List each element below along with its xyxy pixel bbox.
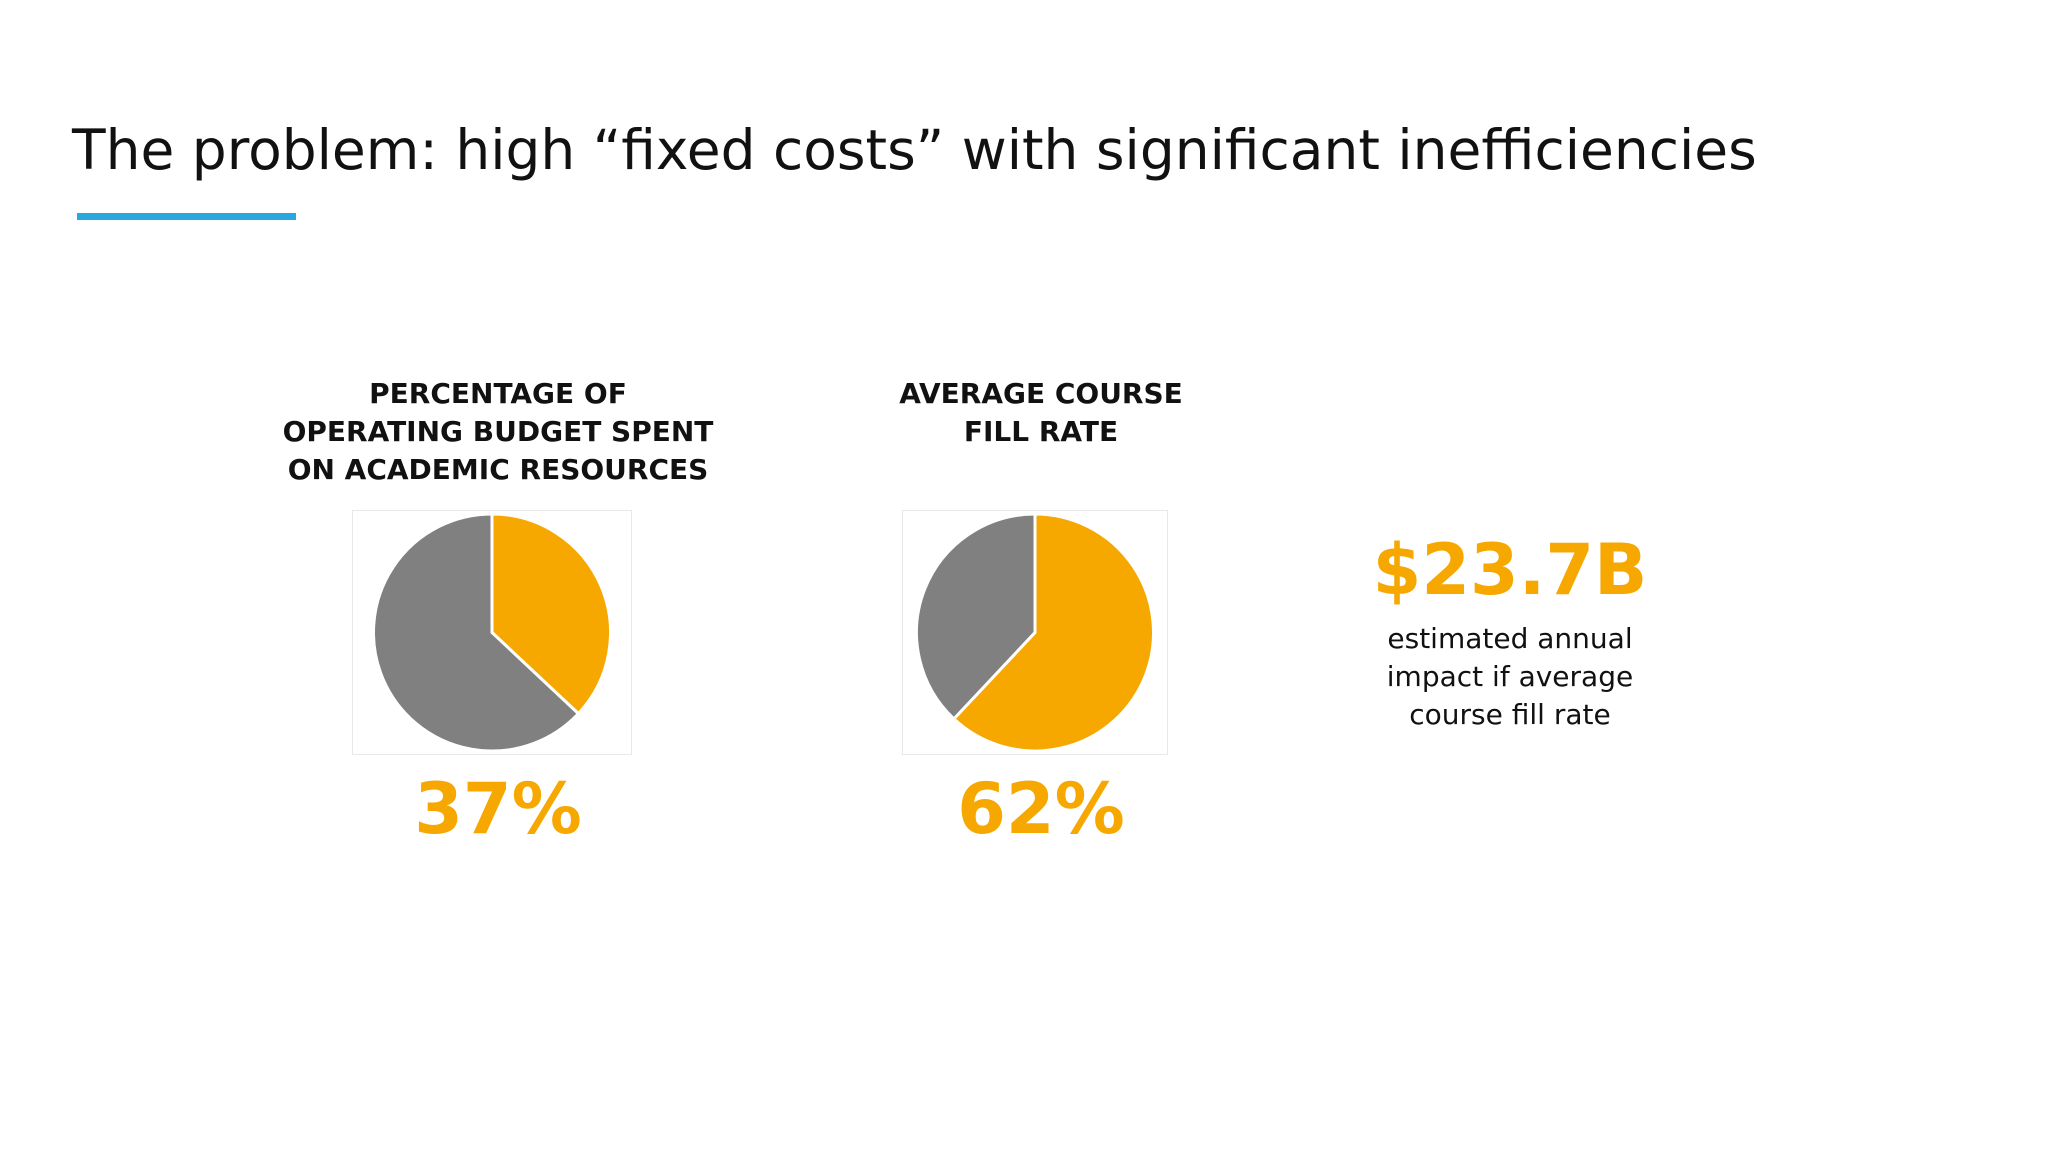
slide-title: The problem: high “fixed costs” with sig… (72, 118, 1757, 182)
chart-budget-slice-0 (490, 512, 612, 716)
chart-fill-rate-heading: AVERAGE COURSE FILL RATE (801, 375, 1281, 451)
chart-fill-rate-heading-line: FILL RATE (963, 415, 1119, 448)
chart-fill-rate-frame (902, 510, 1168, 755)
chart-fill-rate-slice-0 (952, 512, 1155, 753)
chart-budget-heading-line: PERCENTAGE OF (369, 377, 627, 410)
chart-fill-rate-value-label: 62% (957, 768, 1125, 850)
chart-budget-value-label: 37% (414, 768, 582, 850)
impact-description-line: course fill rate (1409, 698, 1611, 731)
title-underline (77, 213, 296, 220)
chart-fill-rate-slice-1 (915, 512, 1037, 721)
chart-budget-pie (372, 512, 612, 753)
chart-budget-heading-line: OPERATING BUDGET SPENT (282, 415, 714, 448)
impact-description-line: estimated annual (1387, 622, 1633, 655)
chart-budget-block: PERCENTAGE OF OPERATING BUDGET SPENT ON … (258, 0, 738, 1152)
impact-description-line: impact if average (1386, 660, 1634, 693)
chart-budget-heading: PERCENTAGE OF OPERATING BUDGET SPENT ON … (258, 375, 738, 489)
chart-fill-rate-heading-line: AVERAGE COURSE (899, 377, 1183, 410)
chart-fill-rate-block: AVERAGE COURSE FILL RATE 62% (801, 0, 1281, 1152)
chart-budget-heading-line: ON ACADEMIC RESOURCES (287, 453, 709, 486)
impact-callout: $23.7B estimated annual impact if averag… (1310, 528, 1710, 734)
impact-value: $23.7B (1372, 529, 1648, 611)
chart-budget-frame (352, 510, 632, 755)
chart-fill-rate-pie (915, 512, 1155, 753)
chart-budget-slice-1 (372, 512, 580, 753)
impact-description: estimated annual impact if average cours… (1310, 620, 1710, 734)
